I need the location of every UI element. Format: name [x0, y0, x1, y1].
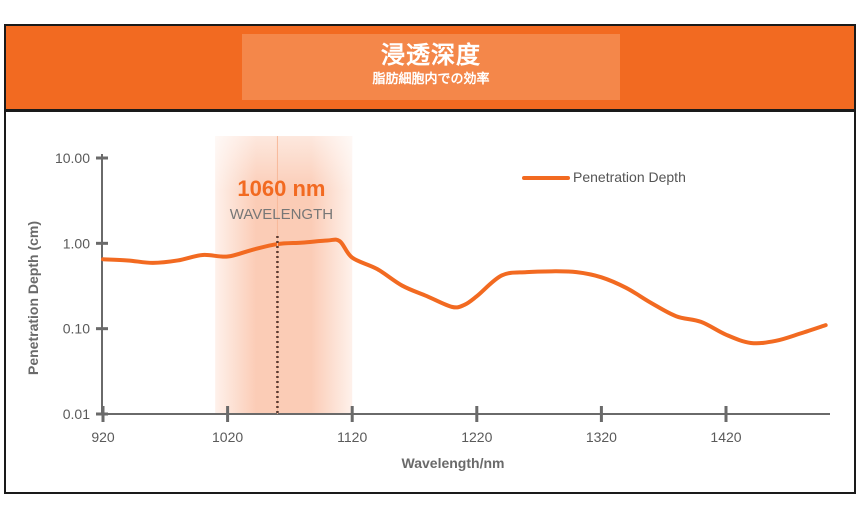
- x-tick-label: 1220: [461, 429, 492, 445]
- page-subtitle: 脂肪細胞内での効率: [372, 72, 490, 87]
- y-tick-label: 10.00: [55, 150, 90, 166]
- chart-frame: 浸透深度 脂肪細胞内での効率: [4, 24, 856, 494]
- y-axis-title: Penetration Depth (cm): [25, 221, 41, 375]
- x-tick-label: 920: [91, 429, 115, 445]
- wavelength-value-label: 1060 nm: [237, 176, 325, 201]
- header-title-box: 浸透深度 脂肪細胞内での効率: [242, 34, 620, 100]
- x-tick-label: 1320: [586, 429, 617, 445]
- wavelength-caption: WAVELENGTH: [230, 206, 333, 223]
- y-tick-label: 0.01: [63, 406, 90, 422]
- x-tick-label: 1420: [710, 429, 741, 445]
- x-tick-label: 1120: [337, 429, 367, 445]
- page-title: 浸透深度: [381, 41, 481, 69]
- x-axis-title: Wavelength/nm: [402, 455, 505, 471]
- highlight-band-fade: [215, 136, 353, 414]
- y-tick-label: 0.10: [63, 321, 90, 337]
- series-line-penetration-depth: [101, 237, 828, 346]
- header-banner: 浸透深度 脂肪細胞内での効率: [6, 26, 854, 112]
- legend-label: Penetration Depth: [573, 169, 686, 185]
- y-tick-label: 1.00: [63, 235, 90, 251]
- x-tick-label: 1020: [212, 429, 243, 445]
